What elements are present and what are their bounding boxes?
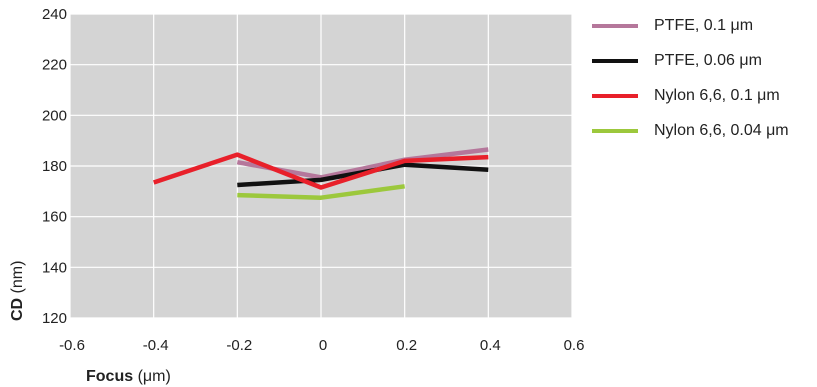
legend-swatch — [592, 128, 638, 133]
x-tick-label: 0.2 — [396, 337, 417, 354]
y-axis-label: CD (nm) — [9, 261, 27, 321]
x-axis-ticks: -0.6 -0.4 -0.2 0 0.2 0.4 0.6 — [59, 337, 584, 354]
y-axis-label-bold: CD — [9, 297, 26, 321]
y-tick-label: 220 — [42, 57, 67, 74]
x-tick-label: 0 — [319, 337, 327, 354]
y-axis-ticks: 120 140 160 180 200 220 240 — [42, 6, 67, 327]
legend-swatch — [592, 23, 638, 28]
y-tick-label: 200 — [42, 107, 67, 124]
legend-label: Nylon 6,6, 0.1 μm — [654, 86, 780, 104]
y-tick-label: 140 — [42, 259, 67, 276]
legend-label: PTFE, 0.1 μm — [654, 16, 754, 34]
y-tick-label: 160 — [42, 209, 67, 226]
series-line-3 — [152, 152, 489, 190]
legend: PTFE, 0.1 μm PTFE, 0.06 μm Nylon 6,6, 0.… — [592, 8, 789, 148]
legend-item: Nylon 6,6, 0.1 μm — [592, 78, 789, 113]
x-tick-label: -0.6 — [59, 337, 85, 354]
x-tick-label: -0.2 — [226, 337, 252, 354]
x-axis-label-bold: Focus — [86, 368, 134, 385]
series-line-4 — [237, 184, 406, 200]
x-axis-label-unit: (μm) — [133, 368, 171, 385]
legend-swatch — [592, 58, 638, 63]
grid-lines — [69, 13, 573, 319]
x-axis-label: Focus (μm) — [86, 368, 171, 386]
series-lines — [152, 147, 489, 200]
y-tick-label: 120 — [42, 310, 67, 327]
y-axis-label-unit: (nm) — [9, 260, 26, 298]
legend-item: PTFE, 0.06 μm — [592, 43, 789, 78]
legend-label: Nylon 6,6, 0.04 μm — [654, 121, 789, 139]
x-tick-label: 0.4 — [480, 337, 501, 354]
x-tick-label: -0.4 — [143, 337, 169, 354]
legend-item: PTFE, 0.1 μm — [592, 8, 789, 43]
legend-swatch — [592, 93, 638, 98]
y-tick-label: 240 — [42, 6, 67, 23]
legend-item: Nylon 6,6, 0.04 μm — [592, 113, 789, 148]
y-tick-label: 180 — [42, 158, 67, 175]
legend-label: PTFE, 0.06 μm — [654, 51, 762, 69]
x-tick-label: 0.6 — [564, 337, 585, 354]
